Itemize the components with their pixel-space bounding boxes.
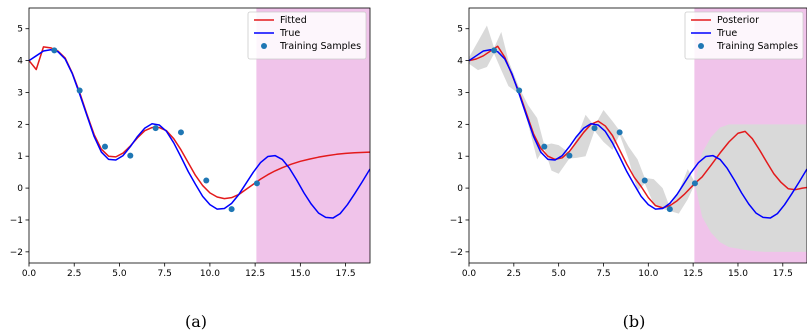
panel-caption: (a) (185, 312, 207, 331)
training-sample-point (566, 152, 573, 159)
x-tick-label: 7.5 (596, 269, 610, 279)
x-tick-label: 15.0 (290, 269, 310, 279)
x-tick-label: 17.5 (336, 269, 356, 279)
training-sample-point (253, 180, 260, 187)
series-line-true (29, 49, 370, 219)
legend-label: True (716, 28, 737, 39)
y-tick-label: 2 (17, 120, 23, 130)
training-sample-point (666, 206, 673, 213)
training-sample-point (641, 177, 648, 184)
legend-marker (261, 43, 267, 49)
training-sample-point (127, 152, 134, 159)
y-tick-label: 2 (457, 120, 463, 130)
x-tick-label: 5.0 (551, 269, 566, 279)
x-tick-label: 0.0 (462, 269, 477, 279)
x-tick-label: 10.0 (638, 269, 658, 279)
y-tick-label: −1 (10, 216, 23, 226)
x-tick-label: 0.0 (22, 269, 37, 279)
y-tick-label: 3 (457, 88, 463, 98)
legend-label: Fitted (280, 15, 307, 26)
legend-label: Posterior (717, 15, 759, 26)
training-sample-point (177, 129, 184, 136)
training-sample-point (51, 47, 58, 54)
training-sample-point (691, 180, 698, 187)
training-sample-point (203, 177, 210, 184)
y-tick-label: 1 (17, 152, 23, 162)
panel-caption: (b) (623, 312, 646, 331)
legend-label: Training Samples (279, 41, 361, 52)
y-tick-label: 4 (17, 57, 23, 67)
x-tick-label: 2.5 (507, 269, 521, 279)
panel-b: 0.0 2.5 5.0 7.5 10.0 12.5 15.0 17.5 −2 −1 0 1 2 3 4 5 Po… (450, 7, 807, 331)
legend-marker (698, 43, 704, 49)
training-sample-point (101, 143, 108, 150)
x-tick-label: 10.0 (200, 269, 220, 279)
legend-label: True (279, 28, 300, 39)
y-tick-label: 3 (17, 88, 23, 98)
y-tick-label: −1 (450, 216, 463, 226)
plot-frame (468, 7, 807, 264)
uncertainty-band (469, 25, 807, 252)
x-tick-label: 17.5 (773, 269, 793, 279)
y-tick-label: 5 (457, 25, 463, 35)
training-sample-point (516, 87, 523, 94)
training-sample-point (228, 206, 235, 213)
panel-a: 0.0 2.5 5.0 7.5 10.0 12.5 15.0 17.5 −2 −1 0 1 2 3 4 5 Fi… (10, 7, 371, 331)
x-tick-label: 5.0 (112, 269, 127, 279)
training-sample-point (491, 47, 498, 54)
y-tick-label: −2 (10, 248, 23, 258)
x-tick-label: 2.5 (67, 269, 81, 279)
y-tick-label: −2 (450, 248, 463, 258)
y-tick-label: 4 (457, 57, 463, 67)
training-sample-point (76, 87, 83, 94)
legend: Fitted True Training Samples (247, 11, 367, 60)
y-tick-label: 0 (17, 184, 23, 194)
plot-frame (28, 7, 371, 264)
training-sample-point (541, 143, 548, 150)
series-line-true (469, 49, 807, 219)
y-tick-label: 1 (457, 152, 463, 162)
y-tick-label: 0 (457, 184, 463, 194)
x-tick-label: 12.5 (245, 269, 265, 279)
training-sample-point (152, 125, 159, 132)
x-tick-label: 15.0 (728, 269, 748, 279)
training-sample-point (616, 129, 623, 136)
y-tick-label: 5 (17, 25, 23, 35)
training-sample-point (591, 125, 598, 132)
x-tick-label: 7.5 (158, 269, 172, 279)
legend: Posterior True Training Samples (684, 11, 804, 60)
legend-label: Training Samples (716, 41, 798, 52)
x-tick-label: 12.5 (683, 269, 703, 279)
